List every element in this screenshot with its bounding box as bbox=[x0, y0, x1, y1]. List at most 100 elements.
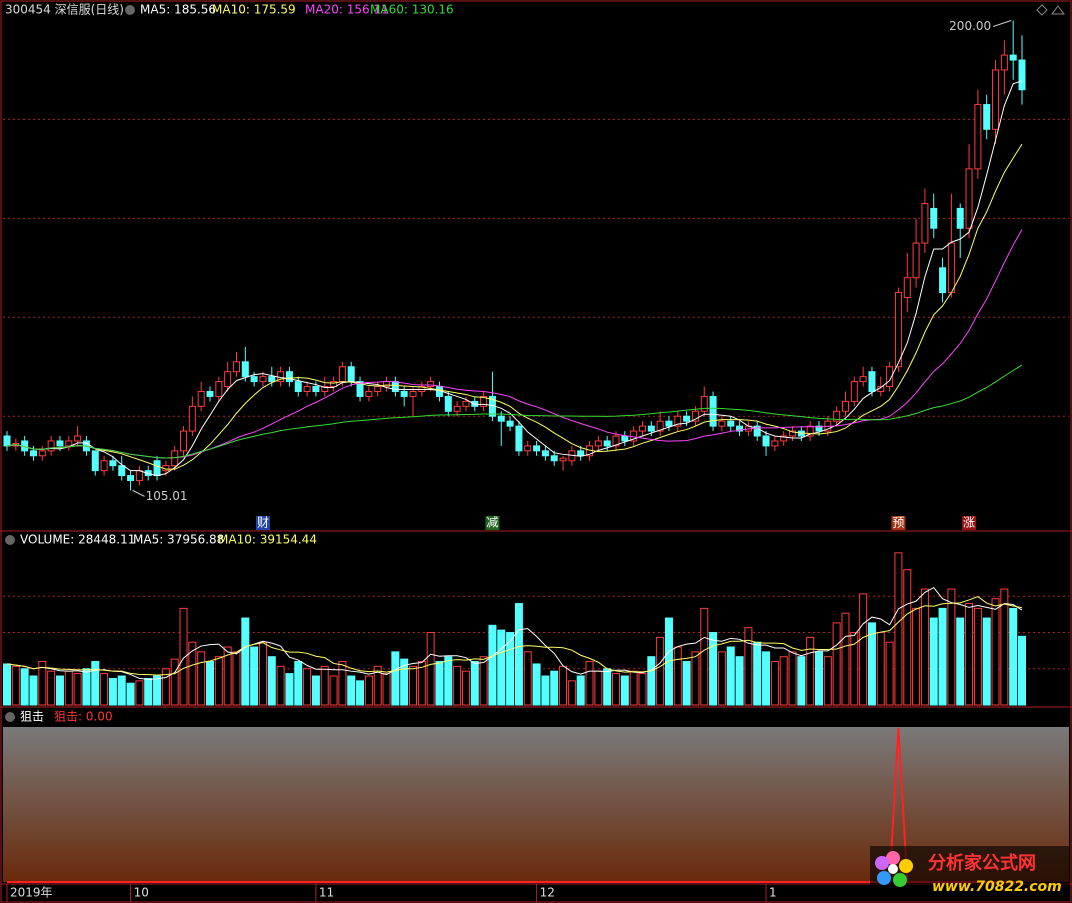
volume-bar bbox=[20, 668, 29, 706]
candle-body bbox=[232, 361, 240, 373]
volume-bar bbox=[594, 670, 603, 706]
volume-bar bbox=[267, 656, 276, 706]
candle-body bbox=[965, 168, 973, 229]
menu-icon[interactable] bbox=[5, 712, 15, 722]
candle-body bbox=[833, 410, 841, 422]
volume-legend: MA5: 37956.88 bbox=[133, 533, 224, 547]
volume-bar bbox=[144, 677, 153, 706]
volume-bar bbox=[867, 622, 876, 706]
candle-body bbox=[550, 455, 558, 462]
volume-bar bbox=[664, 617, 673, 706]
volume-bar bbox=[532, 663, 541, 706]
candle-body bbox=[250, 376, 258, 383]
volume-bar bbox=[479, 656, 488, 706]
volume-bar bbox=[329, 675, 338, 706]
volume-bar bbox=[214, 656, 223, 706]
ma-legend: MA60: 130.16 bbox=[370, 3, 454, 17]
candle-body bbox=[188, 405, 196, 432]
menu-icon[interactable] bbox=[125, 5, 135, 15]
volume-bar bbox=[179, 607, 188, 706]
menu-icon[interactable] bbox=[5, 535, 15, 545]
candle-body bbox=[444, 395, 452, 412]
candle-body bbox=[894, 292, 902, 368]
candle-body bbox=[789, 430, 797, 437]
volume-bar bbox=[938, 607, 947, 706]
candle-body bbox=[409, 390, 417, 397]
candle-body bbox=[850, 381, 858, 402]
volume-bar bbox=[1000, 588, 1009, 706]
candle-body bbox=[868, 371, 876, 392]
candle-body bbox=[180, 430, 188, 452]
volume-bar bbox=[488, 624, 497, 706]
indicator-line bbox=[7, 727, 1022, 883]
watermark: 分析家公式网 www.70822.com bbox=[870, 846, 1070, 900]
window-icon[interactable] bbox=[1036, 4, 1048, 16]
volume-bar bbox=[797, 656, 806, 706]
volume-bar bbox=[700, 607, 709, 706]
volume-bar bbox=[559, 665, 568, 706]
candle-body bbox=[621, 435, 629, 442]
volume-bar bbox=[1009, 607, 1018, 706]
volume-bar bbox=[73, 673, 82, 706]
volume-bar bbox=[859, 593, 868, 706]
volume-ma-line bbox=[6, 595, 1023, 676]
volume-ma-line bbox=[6, 586, 1023, 680]
volume-legend: VOLUME: 28448.11 bbox=[20, 533, 135, 547]
volume-bar bbox=[311, 675, 320, 706]
volume-bar bbox=[409, 665, 417, 706]
volume-bar bbox=[603, 668, 612, 706]
volume-bar bbox=[638, 673, 647, 706]
volume-bar bbox=[550, 670, 559, 706]
candle-body bbox=[612, 435, 620, 447]
volume-bar bbox=[38, 661, 47, 706]
volume-bar bbox=[444, 656, 453, 706]
event-label: 涨 bbox=[963, 515, 975, 530]
volume-bar bbox=[29, 675, 38, 706]
candle-body bbox=[338, 366, 346, 383]
candle-body bbox=[533, 445, 541, 452]
volume-bar bbox=[629, 670, 638, 706]
candle-body bbox=[400, 390, 408, 397]
candle-body bbox=[259, 376, 267, 383]
volume-bar bbox=[876, 632, 885, 706]
candle-body bbox=[47, 440, 55, 452]
volume-bar bbox=[920, 588, 929, 706]
event-label: 预 bbox=[892, 516, 904, 530]
volume-bar bbox=[841, 612, 850, 706]
volume-bar bbox=[47, 670, 56, 706]
volume-bar bbox=[435, 661, 444, 706]
volume-bar bbox=[470, 661, 479, 706]
watermark-url: www.70822.com bbox=[932, 879, 1062, 895]
candle-body bbox=[859, 376, 867, 383]
candle-body bbox=[736, 425, 744, 432]
candle-body bbox=[506, 420, 514, 427]
x-tick-label: 10 bbox=[134, 886, 149, 900]
indicator-legend: 狙击: 0.00 bbox=[54, 710, 113, 724]
logo-petal bbox=[893, 873, 907, 887]
volume-bar bbox=[356, 680, 365, 706]
window-icon[interactable] bbox=[1051, 5, 1065, 15]
volume-bar bbox=[991, 598, 1000, 706]
event-box bbox=[962, 516, 977, 530]
ma-legend: MA10: 175.59 bbox=[212, 3, 296, 17]
x-tick-label: 2019年 bbox=[10, 886, 53, 900]
volume-bar bbox=[885, 641, 894, 706]
candle-body bbox=[38, 450, 46, 457]
candle-body bbox=[656, 420, 664, 432]
logo-petal bbox=[899, 859, 913, 873]
watermark-bg bbox=[870, 846, 1070, 900]
candle-body bbox=[453, 405, 461, 412]
volume-bar bbox=[91, 661, 100, 706]
x-tick-label: 11 bbox=[319, 886, 334, 900]
candle-body bbox=[74, 435, 82, 442]
volume-bar bbox=[903, 569, 912, 706]
logo-center bbox=[888, 864, 898, 874]
volume-bar bbox=[11, 665, 20, 706]
volume-bar bbox=[709, 632, 718, 706]
volume-bar bbox=[965, 603, 974, 706]
candle-body bbox=[65, 440, 73, 447]
volume-bar bbox=[823, 656, 832, 706]
volume-bar bbox=[770, 661, 779, 706]
volume-bar bbox=[717, 651, 726, 706]
